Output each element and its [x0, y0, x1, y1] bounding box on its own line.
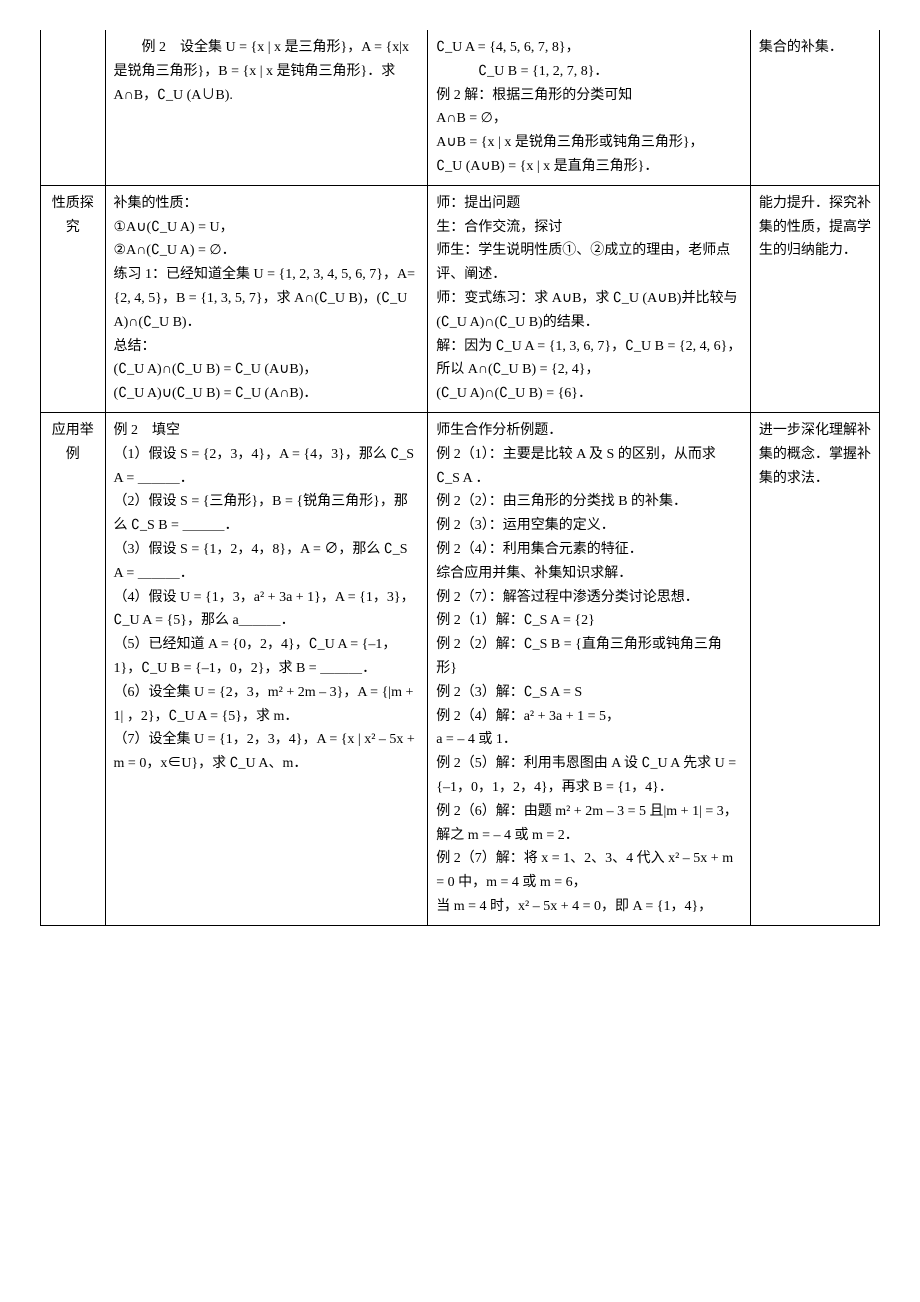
text-line: (∁_U A)∪(∁_U B) = ∁_U (A∩B)．	[114, 382, 420, 406]
text-line: 师：提出问题	[436, 192, 742, 216]
row1-note: 集合的补集．	[750, 30, 879, 185]
text-line: 例 2（4）解：a² + 3a + 1 = 5，	[436, 705, 742, 729]
text-line: （2）假设 S = {三角形}，B = {锐角三角形}，那么 ∁_S B = ＿…	[114, 490, 420, 538]
text-line: 练习 1：已经知道全集 U = {1, 2, 3, 4, 5, 6, 7}，A=…	[114, 263, 420, 334]
text-line: 例 2 设全集 U = {x | x 是三角形}，A = {x|x 是锐角三角形…	[114, 36, 420, 107]
row3-note: 进一步深化理解补集的概念．掌握补集的求法．	[750, 412, 879, 925]
row1-examples: 例 2 设全集 U = {x | x 是三角形}，A = {x|x 是锐角三角形…	[105, 30, 428, 185]
text-line: 例 2 解：根据三角形的分类可知	[436, 84, 742, 108]
row1-label	[41, 30, 106, 185]
text-line: 师：变式练习：求 A∪B，求 ∁_U (A∪B)并比较与(∁_U A)∩(∁_U…	[436, 287, 742, 335]
row2-note: 能力提升．探究补集的性质，提高学生的归纳能力．	[750, 185, 879, 412]
table-row: 性质探究 补集的性质： ①A∪(∁_U A) = U， ②A∩(∁_U A) =…	[41, 185, 880, 412]
row3-label: 应用举例	[41, 412, 106, 925]
text-line: 例 2（6）解：由题 m² + 2m – 3 = 5 且|m + 1| = 3，	[436, 800, 742, 824]
text-line: 生：合作交流，探讨	[436, 216, 742, 240]
text-line: 例 2（7）解：将 x = 1、2、3、4 代入 x² – 5x + m = 0…	[436, 847, 742, 895]
text-line: 例 2（3）解：∁_S A = S	[436, 681, 742, 705]
text-line: 师生合作分析例题．	[436, 419, 742, 443]
text-line: ∁_U (A∪B) = {x | x 是直角三角形}．	[436, 155, 742, 179]
text-line: A∪B = {x | x 是锐角三角形或钝角三角形}，	[436, 131, 742, 155]
row3-problems: 例 2 填空 （1）假设 S = {2，3，4}，A = {4，3}，那么 ∁_…	[105, 412, 428, 925]
text-line: 综合应用并集、补集知识求解．	[436, 562, 742, 586]
text-line: 总结：	[114, 335, 420, 359]
text-line: （3）假设 S = {1，2，4，8}，A = ∅，那么 ∁_S A = ＿＿＿…	[114, 538, 420, 586]
text-line: (∁_U A)∩(∁_U B) = ∁_U (A∪B)，	[114, 358, 420, 382]
row2-teacher: 师：提出问题 生：合作交流，探讨 师生：学生说明性质①、②成立的理由，老师点评、…	[428, 185, 751, 412]
text-line: A∩B = ∅，	[436, 107, 742, 131]
row1-solutions: ∁_U A = {4, 5, 6, 7, 8}， ∁_U B = {1, 2, …	[428, 30, 751, 185]
text-line: 例 2（4）：利用集合元素的特征．	[436, 538, 742, 562]
text-line: 例 2（1）解：∁_S A = {2}	[436, 609, 742, 633]
row3-solutions: 师生合作分析例题． 例 2（1）：主要是比较 A 及 S 的区别，从而求 ∁_S…	[428, 412, 751, 925]
row2-content: 补集的性质： ①A∪(∁_U A) = U， ②A∩(∁_U A) = ∅． 练…	[105, 185, 428, 412]
text-line: 例 2（1）：主要是比较 A 及 S 的区别，从而求 ∁_S A ．	[436, 443, 742, 491]
text-line: ∁_U B = {1, 2, 7, 8}．	[436, 60, 742, 84]
text-line: 例 2 填空	[114, 419, 420, 443]
lesson-table: 例 2 设全集 U = {x | x 是三角形}，A = {x|x 是锐角三角形…	[40, 30, 880, 926]
table-row: 应用举例 例 2 填空 （1）假设 S = {2，3，4}，A = {4，3}，…	[41, 412, 880, 925]
text-line: （6）设全集 U = {2，3，m² + 2m – 3}，A = {|m + 1…	[114, 681, 420, 729]
text-line: a = – 4 或 1．	[436, 728, 742, 752]
text-line: ②A∩(∁_U A) = ∅．	[114, 239, 420, 263]
text-line: 例 2（2）解：∁_S B = {直角三角形或钝角三角形}	[436, 633, 742, 681]
text-line: （7）设全集 U = {1，2，3，4}，A = {x | x² – 5x + …	[114, 728, 420, 776]
text-line: ∁_U A = {4, 5, 6, 7, 8}，	[436, 36, 742, 60]
text-line: 解之 m = – 4 或 m = 2．	[436, 824, 742, 848]
text-line: 补集的性质：	[114, 192, 420, 216]
row2-label: 性质探究	[41, 185, 106, 412]
text-line: (∁_U A)∩(∁_U B) = {6}．	[436, 382, 742, 406]
text-line: （5）已经知道 A = {0，2，4}，∁_U A = {–1，1}，∁_U B…	[114, 633, 420, 681]
text-line: ①A∪(∁_U A) = U，	[114, 216, 420, 240]
text-line: 师生：学生说明性质①、②成立的理由，老师点评、阐述．	[436, 239, 742, 287]
text-line: （4）假设 U = {1，3，a² + 3a + 1}，A = {1，3}，∁_…	[114, 586, 420, 634]
text-line: 例 2（3）：运用空集的定义．	[436, 514, 742, 538]
text-line: 例 2（7）：解答过程中渗透分类讨论思想．	[436, 586, 742, 610]
table-row: 例 2 设全集 U = {x | x 是三角形}，A = {x|x 是锐角三角形…	[41, 30, 880, 185]
text-line: 例 2（2）：由三角形的分类找 B 的补集．	[436, 490, 742, 514]
text-line: 解：因为 ∁_U A = {1, 3, 6, 7}，∁_U B = {2, 4,…	[436, 335, 742, 383]
text-line: 当 m = 4 时，x² – 5x + 4 = 0，即 A = {1，4}，	[436, 895, 742, 919]
text-line: （1）假设 S = {2，3，4}，A = {4，3}，那么 ∁_S A = ＿…	[114, 443, 420, 491]
text-line: 例 2（5）解：利用韦恩图由 A 设 ∁_U A 先求 U = {–1，0，1，…	[436, 752, 742, 800]
